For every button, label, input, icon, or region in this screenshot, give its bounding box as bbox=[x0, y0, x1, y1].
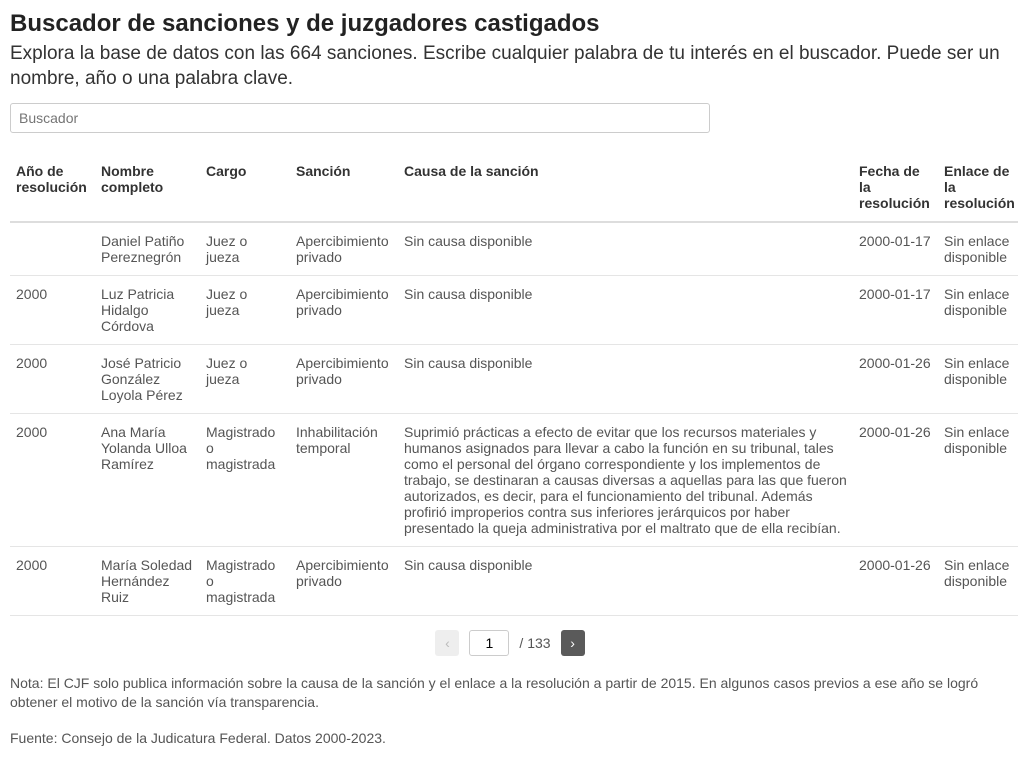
footer-note: Nota: El CJF solo publica información so… bbox=[10, 674, 1010, 712]
footer-source: Fuente: Consejo de la Judicatura Federal… bbox=[10, 730, 1010, 746]
page-subtitle: Explora la base de datos con las 664 san… bbox=[10, 42, 1010, 91]
table-row: Daniel Patiño Pereznegrón Juez o jueza A… bbox=[10, 222, 1018, 276]
page-number-input[interactable] bbox=[469, 630, 509, 656]
cell-sancion: Apercibimiento privado bbox=[290, 222, 398, 276]
cell-cargo: Magistrado o magistrada bbox=[200, 547, 290, 616]
cell-enlace: Sin enlace disponible bbox=[938, 345, 1018, 414]
cell-cargo: Magistrado o magistrada bbox=[200, 414, 290, 547]
cell-enlace: Sin enlace disponible bbox=[938, 547, 1018, 616]
search-input[interactable] bbox=[10, 103, 710, 133]
cell-sancion: Apercibimiento privado bbox=[290, 276, 398, 345]
page-total-label: / 133 bbox=[519, 635, 550, 651]
cell-nombre: Daniel Patiño Pereznegrón bbox=[95, 222, 200, 276]
pagination: ‹ / 133 › bbox=[10, 630, 1010, 656]
col-header-enlace[interactable]: Enlace de la resolución bbox=[938, 153, 1018, 222]
cell-nombre: María Soledad Hernández Ruiz bbox=[95, 547, 200, 616]
next-page-button[interactable]: › bbox=[561, 630, 585, 656]
page-separator: / bbox=[519, 635, 523, 651]
cell-cargo: Juez o jueza bbox=[200, 222, 290, 276]
table-header-row: Año de resolución Nombre completo Cargo … bbox=[10, 153, 1018, 222]
cell-fecha: 2000-01-26 bbox=[853, 414, 938, 547]
cell-ano bbox=[10, 222, 95, 276]
page-title: Buscador de sanciones y de juzgadores ca… bbox=[10, 10, 1010, 38]
cell-fecha: 2000-01-17 bbox=[853, 276, 938, 345]
cell-ano: 2000 bbox=[10, 547, 95, 616]
cell-ano: 2000 bbox=[10, 345, 95, 414]
cell-enlace: Sin enlace disponible bbox=[938, 414, 1018, 547]
prev-page-button[interactable]: ‹ bbox=[435, 630, 459, 656]
cell-enlace: Sin enlace disponible bbox=[938, 222, 1018, 276]
cell-ano: 2000 bbox=[10, 414, 95, 547]
cell-fecha: 2000-01-26 bbox=[853, 345, 938, 414]
cell-causa: Sin causa disponible bbox=[398, 547, 853, 616]
cell-nombre: José Patricio González Loyola Pérez bbox=[95, 345, 200, 414]
cell-fecha: 2000-01-17 bbox=[853, 222, 938, 276]
cell-ano: 2000 bbox=[10, 276, 95, 345]
table-row: 2000 Ana María Yolanda Ulloa Ramírez Mag… bbox=[10, 414, 1018, 547]
col-header-fecha[interactable]: Fecha de la resolución bbox=[853, 153, 938, 222]
cell-causa: Sin causa disponible bbox=[398, 345, 853, 414]
cell-fecha: 2000-01-26 bbox=[853, 547, 938, 616]
cell-sancion: Inhabilitación temporal bbox=[290, 414, 398, 547]
cell-causa: Suprimió prácticas a efecto de evitar qu… bbox=[398, 414, 853, 547]
cell-enlace: Sin enlace disponible bbox=[938, 276, 1018, 345]
cell-sancion: Apercibimiento privado bbox=[290, 345, 398, 414]
cell-cargo: Juez o jueza bbox=[200, 276, 290, 345]
table-row: 2000 María Soledad Hernández Ruiz Magist… bbox=[10, 547, 1018, 616]
cell-nombre: Ana María Yolanda Ulloa Ramírez bbox=[95, 414, 200, 547]
cell-cargo: Juez o jueza bbox=[200, 345, 290, 414]
cell-nombre: Luz Patricia Hidalgo Córdova bbox=[95, 276, 200, 345]
cell-sancion: Apercibimiento privado bbox=[290, 547, 398, 616]
cell-causa: Sin causa disponible bbox=[398, 276, 853, 345]
table-row: 2000 Luz Patricia Hidalgo Córdova Juez o… bbox=[10, 276, 1018, 345]
results-table: Año de resolución Nombre completo Cargo … bbox=[10, 153, 1018, 616]
table-row: 2000 José Patricio González Loyola Pérez… bbox=[10, 345, 1018, 414]
col-header-sancion[interactable]: Sanción bbox=[290, 153, 398, 222]
col-header-cargo[interactable]: Cargo bbox=[200, 153, 290, 222]
col-header-ano[interactable]: Año de resolución bbox=[10, 153, 95, 222]
col-header-causa[interactable]: Causa de la sanción bbox=[398, 153, 853, 222]
cell-causa: Sin causa disponible bbox=[398, 222, 853, 276]
col-header-nombre[interactable]: Nombre completo bbox=[95, 153, 200, 222]
page-total-value: 133 bbox=[527, 635, 550, 651]
